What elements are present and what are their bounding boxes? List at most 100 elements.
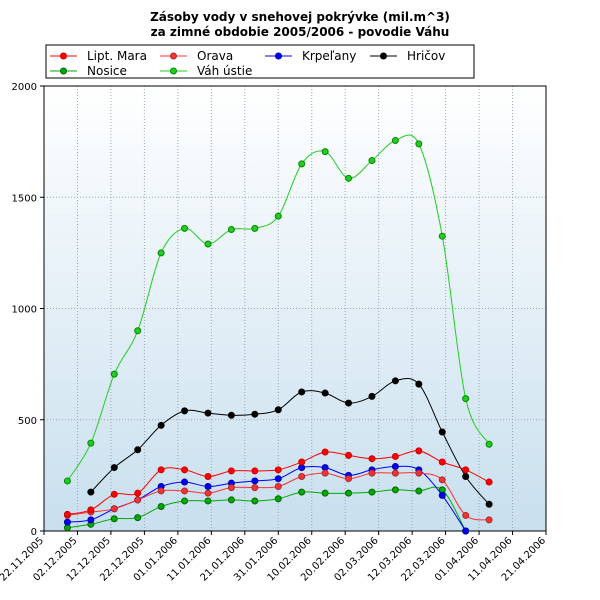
data-point — [368, 157, 376, 165]
data-point — [391, 486, 399, 494]
data-point — [157, 249, 165, 257]
data-point — [204, 409, 212, 417]
legend-label: Krpeľany — [302, 49, 356, 63]
data-point — [462, 511, 470, 519]
data-point — [87, 488, 95, 496]
data-point — [485, 516, 493, 524]
data-point — [204, 472, 212, 480]
data-point — [227, 411, 235, 419]
legend-item-orava: Orava — [160, 49, 233, 63]
data-point — [274, 466, 282, 474]
data-point — [87, 506, 95, 514]
data-point — [251, 477, 259, 485]
data-point — [485, 440, 493, 448]
data-point — [415, 469, 423, 477]
legend-box — [45, 44, 475, 79]
data-point — [298, 458, 306, 466]
data-point — [321, 489, 329, 497]
series-nosice — [63, 486, 470, 535]
y-tick-label: 1500 — [12, 193, 37, 204]
data-point — [134, 489, 142, 497]
data-point — [274, 406, 282, 414]
data-point — [134, 514, 142, 522]
data-point — [415, 380, 423, 388]
data-point — [345, 475, 353, 483]
data-point — [345, 451, 353, 459]
data-point — [110, 370, 118, 378]
data-point — [438, 458, 446, 466]
data-point — [251, 224, 259, 232]
legend-item-hricov: Hričov — [370, 49, 445, 63]
data-point — [415, 140, 423, 148]
data-point — [227, 496, 235, 504]
data-point — [368, 455, 376, 463]
x-axis: 22.11.200502.12.200512.12.200522.12.2005… — [0, 531, 548, 584]
chart-subtitle: za zimné obdobie 2005/2006 - povodie Váh… — [150, 25, 450, 39]
data-point — [157, 487, 165, 495]
y-tick-label: 0 — [31, 527, 37, 538]
y-tick-label: 1000 — [12, 305, 37, 316]
data-point — [181, 478, 189, 486]
data-point — [415, 487, 423, 495]
data-point — [251, 467, 259, 475]
legend-label: Hričov — [407, 49, 445, 63]
data-point — [134, 496, 142, 504]
data-point — [462, 466, 470, 474]
legend-marker — [170, 67, 177, 75]
data-point — [181, 224, 189, 232]
data-point — [391, 469, 399, 477]
grid — [44, 86, 546, 531]
data-point — [87, 439, 95, 447]
legend: Lipt. Mara Orava Krpeľany Hričov Nosice Váh ú… — [45, 44, 475, 79]
series-vah-ustie — [63, 134, 493, 485]
data-point — [63, 518, 71, 526]
data-point — [298, 160, 306, 168]
data-point — [274, 475, 282, 483]
series-lipt-mara — [63, 447, 493, 518]
data-point — [298, 388, 306, 396]
data-point — [391, 462, 399, 470]
legend-marker — [170, 52, 177, 60]
chart-title: Zásoby vody v snehovej pokrývke (mil.m^3… — [150, 10, 450, 24]
data-point — [274, 483, 282, 490]
data-point — [134, 446, 142, 454]
legend-label: Lipt. Mara — [87, 49, 147, 63]
data-point — [110, 515, 118, 523]
data-point — [485, 500, 493, 508]
legend-label: Orava — [197, 49, 233, 63]
data-point — [63, 510, 71, 518]
y-tick-label: 500 — [18, 416, 37, 427]
data-point — [227, 467, 235, 475]
legend-item-nosice: Nosice — [50, 64, 127, 78]
legend-marker — [380, 52, 387, 60]
data-point — [368, 392, 376, 400]
data-point — [391, 377, 399, 385]
data-point — [63, 477, 71, 485]
data-point — [462, 527, 470, 535]
data-point — [321, 469, 329, 477]
data-point — [181, 466, 189, 474]
data-point — [321, 148, 329, 156]
legend-item-vah-ustie: Váh ústie — [160, 64, 252, 78]
plot-area — [44, 86, 546, 531]
data-point — [438, 428, 446, 436]
data-point — [415, 447, 423, 455]
data-point — [368, 488, 376, 496]
data-point — [391, 137, 399, 145]
data-point — [298, 472, 306, 480]
data-point — [298, 488, 306, 496]
data-point — [204, 489, 212, 497]
series-group — [63, 134, 493, 535]
data-point — [274, 212, 282, 220]
data-point — [485, 478, 493, 486]
data-point — [204, 483, 212, 490]
legend-item-krpelany: Krpeľany — [265, 49, 356, 63]
data-point — [438, 232, 446, 240]
series-hricov — [87, 377, 493, 508]
legend-item-lipt-mara: Lipt. Mara — [50, 49, 147, 63]
data-point — [87, 516, 95, 524]
data-point — [181, 407, 189, 415]
data-point — [181, 487, 189, 495]
data-point — [251, 410, 259, 418]
